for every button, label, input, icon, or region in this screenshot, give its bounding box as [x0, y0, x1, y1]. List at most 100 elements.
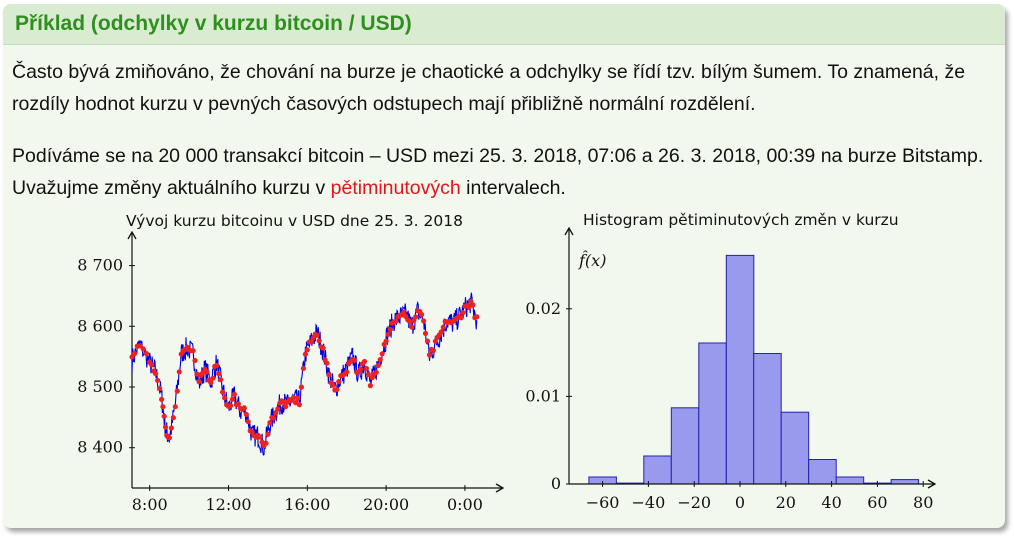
- sample-point: [192, 357, 198, 364]
- sample-point: [326, 372, 332, 378]
- sample-point: [229, 396, 236, 402]
- sample-point: [292, 400, 299, 406]
- paragraph-intro: Často bývá zmiňováno, že chování na burz…: [12, 61, 966, 115]
- x-tick-label: 40: [821, 493, 841, 512]
- sample-point: [243, 411, 249, 417]
- x-tick-label: −20: [677, 493, 711, 512]
- sample-point: [334, 386, 340, 393]
- sample-point: [419, 312, 425, 318]
- sample-point: [176, 369, 182, 375]
- y-tick-label: 0: [551, 474, 561, 493]
- sample-point: [140, 346, 146, 352]
- sample-point: [222, 395, 228, 401]
- sample-point: [324, 360, 330, 366]
- histogram-chart: 0 0.01 0.02 −60 −40 −20 0 20 40 60 80 f̂(x): [525, 226, 937, 512]
- sample-point: [220, 389, 226, 395]
- sample-point: [438, 329, 444, 335]
- y-tick-label: 0.02: [525, 299, 561, 318]
- sample-point: [314, 332, 320, 338]
- histogram-bar: [698, 342, 727, 485]
- sample-point: [298, 384, 304, 390]
- sample-point: [296, 402, 302, 408]
- histogram-bar: [835, 476, 865, 485]
- sample-point: [290, 394, 297, 401]
- sample-point: [168, 425, 174, 431]
- histogram-bar: [890, 479, 920, 485]
- sample-point: [336, 379, 342, 385]
- sample-point: [214, 362, 220, 369]
- sample-point: [190, 348, 196, 354]
- sample-point: [208, 379, 214, 386]
- sample-point: [275, 406, 281, 412]
- sample-point: [300, 365, 306, 371]
- sample-point: [458, 315, 464, 321]
- sample-point: [426, 352, 433, 358]
- sample-point: [363, 365, 369, 372]
- sample-point: [422, 330, 429, 336]
- sample-point: [161, 413, 167, 419]
- sample-point: [344, 369, 350, 375]
- x-tick-label: 0:00: [447, 495, 483, 514]
- sample-point: [273, 410, 279, 416]
- sample-point: [271, 415, 277, 421]
- y-tick-label: 8 500: [77, 377, 123, 396]
- sample-point: [216, 371, 222, 377]
- sample-point: [373, 369, 379, 375]
- sample-point: [440, 324, 446, 330]
- sample-point: [377, 357, 383, 363]
- highlight-word: pětiminutových: [330, 177, 461, 199]
- sample-point: [281, 399, 287, 405]
- sample-point: [196, 378, 202, 385]
- sample-point: [383, 338, 389, 344]
- sample-point: [407, 319, 413, 325]
- histogram-bar: [643, 455, 672, 485]
- sample-point: [352, 357, 358, 363]
- sample-point: [401, 309, 407, 316]
- price-series-line: [131, 292, 478, 456]
- sample-point: [379, 351, 385, 357]
- x-tick-label: 16:00: [284, 495, 330, 514]
- sample-point: [231, 391, 237, 397]
- sample-point: [204, 369, 210, 375]
- sample-point: [174, 388, 180, 394]
- sample-point: [466, 304, 472, 310]
- sample-point: [367, 383, 373, 389]
- histogram-bar: [725, 254, 755, 485]
- sample-point: [157, 385, 163, 392]
- histogram-bar: [670, 407, 700, 485]
- sample-point: [387, 326, 393, 332]
- sample-point: [393, 318, 399, 324]
- y-axis-label: f̂(x): [578, 251, 606, 270]
- sample-point: [302, 351, 308, 357]
- x-tick-label: 80: [913, 493, 933, 512]
- paragraph-data-description: Podíváme se na 20 000 transakcí bitcoin …: [12, 140, 987, 204]
- sample-point: [210, 375, 216, 381]
- sample-point: [155, 377, 161, 383]
- sample-point: [153, 371, 159, 377]
- x-axis-arrow: [495, 483, 505, 493]
- sample-point: [227, 403, 234, 409]
- sample-point: [267, 420, 273, 426]
- sample-point: [172, 404, 178, 410]
- sample-point: [460, 310, 466, 316]
- sample-point: [470, 302, 476, 308]
- sample-point: [132, 350, 138, 357]
- paragraph-text-before: Podíváme se na 20 000 transakcí bitcoin …: [12, 145, 984, 199]
- sample-point: [320, 345, 326, 351]
- x-tick-label: −60: [586, 493, 620, 512]
- sample-point: [430, 347, 436, 354]
- sample-point: [241, 405, 247, 411]
- sample-point: [409, 324, 415, 330]
- sample-point: [170, 415, 176, 421]
- sample-point: [316, 338, 322, 344]
- y-tick-label: 8 700: [77, 256, 123, 275]
- sample-point: [310, 335, 316, 341]
- x-axis-arrow: [927, 479, 937, 489]
- y-axis-arrow: [127, 230, 137, 240]
- y-tick-label: 8 400: [77, 438, 123, 457]
- sample-point: [365, 371, 371, 377]
- sample-point: [143, 350, 149, 357]
- line-chart-title: Vývoj kurzu bitcoinu v USD dne 25. 3. 20…: [126, 212, 463, 230]
- x-tick-label: −40: [632, 493, 666, 512]
- line-chart: 8 400 8 500 8 600 8 700 8:00 12:00 16:00 20:00 0…: [77, 230, 505, 514]
